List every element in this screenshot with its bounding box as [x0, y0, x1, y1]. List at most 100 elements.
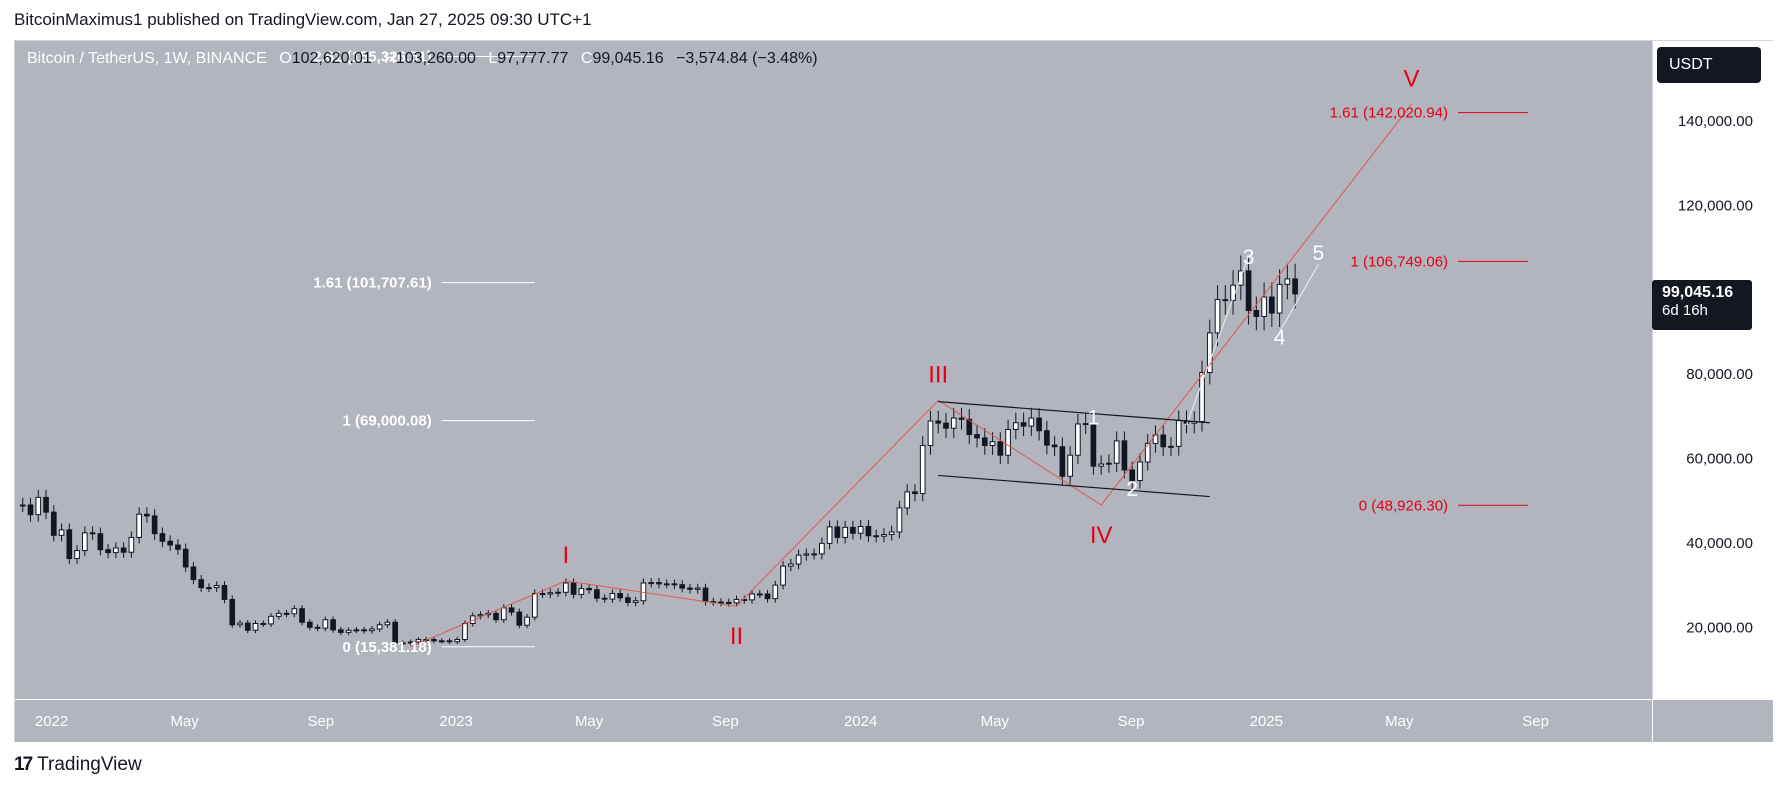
candle-body	[1160, 434, 1167, 448]
white-fib-label: 0 (15,381.18)	[342, 639, 431, 656]
time-tick-label: Sep	[1522, 713, 1549, 730]
candle-body	[563, 582, 569, 593]
candle-body	[446, 640, 453, 643]
candle-body	[175, 544, 181, 550]
candle-body	[516, 611, 523, 626]
last-price-tag: 99,045.16 6d 16h	[1652, 279, 1752, 330]
price-tick-label: 60,000.00	[1686, 451, 1753, 468]
candle-body	[454, 639, 461, 643]
candle-body	[477, 614, 484, 617]
candle-body	[795, 554, 802, 565]
candle-body	[244, 622, 251, 631]
candle-body	[578, 587, 585, 595]
candle-body	[958, 417, 965, 420]
candle-body	[43, 496, 49, 513]
candle-body	[35, 496, 42, 516]
candle-body	[260, 622, 267, 625]
candle-body	[896, 507, 903, 533]
candle-body	[803, 553, 810, 556]
candle-body	[400, 642, 406, 645]
candle-body	[136, 513, 142, 538]
candle-body	[353, 629, 360, 632]
candle-body	[974, 434, 980, 439]
candle-body	[1245, 270, 1252, 312]
candle-body	[656, 582, 662, 585]
white-wave-label: 5	[1313, 242, 1325, 265]
candle-body	[151, 515, 158, 535]
white-fib-label: 2.61 (155,326.51)	[313, 48, 431, 65]
candle-body	[539, 593, 546, 596]
candle-body	[167, 540, 173, 546]
candle-body	[1144, 442, 1151, 463]
candle-body	[919, 445, 926, 495]
white-wave-line	[1186, 255, 1250, 426]
candle-body	[927, 420, 934, 447]
time-tick-label: May	[1385, 713, 1414, 730]
candle-body	[997, 441, 1004, 456]
candle-body	[1090, 423, 1097, 467]
chart-pane[interactable]: 2.61 (155,326.51) 1.61 (101,707.61) 1 (69,…	[15, 41, 1652, 699]
candle-body	[1075, 423, 1081, 456]
candle-body	[935, 420, 942, 424]
candle-body	[764, 593, 771, 600]
time-tick-label: May	[575, 713, 604, 730]
last-price-value: 99,045.16	[1662, 283, 1734, 301]
candle-body	[609, 593, 616, 600]
price-tick-label: 40,000.00	[1686, 535, 1753, 552]
tradingview-logo[interactable]: 17 TradingView	[14, 754, 142, 776]
candle-body	[1067, 454, 1073, 477]
price-axis[interactable]: 20,000.00 40,000.00 60,000.00 80,000.00 120,…	[1652, 41, 1773, 699]
candle-body	[1284, 278, 1291, 285]
candle-body	[1269, 296, 1275, 314]
candle-body	[237, 622, 243, 626]
time-tick-label: 2023	[439, 713, 472, 730]
candle-body	[1214, 299, 1221, 334]
white-wave-line	[1279, 264, 1319, 333]
candle-body	[190, 566, 197, 581]
currency-button[interactable]: USDT	[1657, 47, 1761, 83]
high-value: 103,260.00	[395, 50, 476, 67]
candle-body	[462, 622, 468, 641]
candle-body	[1175, 420, 1182, 447]
time-tick-label: Sep	[1118, 713, 1145, 730]
candle-body	[221, 585, 228, 600]
candle-body	[1020, 422, 1027, 427]
candle-body	[283, 612, 290, 615]
time-axis[interactable]: 2022 May Sep 2023 May Sep 2024 May Sep 2025 May Sep	[15, 699, 1652, 742]
candle-body	[392, 621, 398, 644]
red-fib-label: 0 (48,926.30)	[1359, 497, 1448, 514]
candle-body	[531, 593, 538, 618]
time-tick-label: 2022	[35, 713, 68, 730]
red-wave-path	[410, 103, 1412, 648]
candle-body	[1106, 462, 1112, 465]
candle-body	[1129, 469, 1136, 482]
candle-body	[113, 547, 119, 554]
candle-body	[345, 629, 352, 633]
open-value: 102,620.01	[291, 50, 372, 67]
candle-body	[128, 536, 135, 553]
candle-body	[555, 591, 561, 594]
white-wave-label: 3	[1243, 246, 1255, 269]
time-tick-label: May	[170, 713, 199, 730]
candle-body	[66, 529, 73, 560]
ohlc-legend: Bitcoin / TetherUS, 1W, BINANCE O102,620…	[27, 50, 818, 68]
white-wave-label: 4	[1274, 326, 1286, 349]
candle-body	[966, 418, 973, 436]
candle-body	[1168, 445, 1174, 448]
price-tick-label: 140,000.00	[1678, 113, 1753, 130]
channel-lower-line	[938, 474, 1210, 498]
candle-body	[415, 639, 422, 643]
candle-body	[1222, 299, 1229, 302]
candle-body	[733, 598, 740, 604]
candle-body	[694, 587, 701, 590]
candle-body	[586, 587, 592, 591]
candle-body	[632, 600, 639, 603]
candle-body	[1005, 428, 1011, 456]
symbol-label[interactable]: Bitcoin / TetherUS, 1W, BINANCE	[27, 50, 267, 67]
candle-body	[834, 526, 841, 538]
candle-body	[376, 624, 383, 630]
chart-svg: 2.61 (155,326.51) 1.61 (101,707.61) 1 (69,…	[19, 48, 1528, 656]
candle-body	[105, 549, 111, 554]
white-wave-label: 2	[1126, 478, 1138, 501]
bar-countdown: 6d 16h	[1662, 301, 1708, 319]
